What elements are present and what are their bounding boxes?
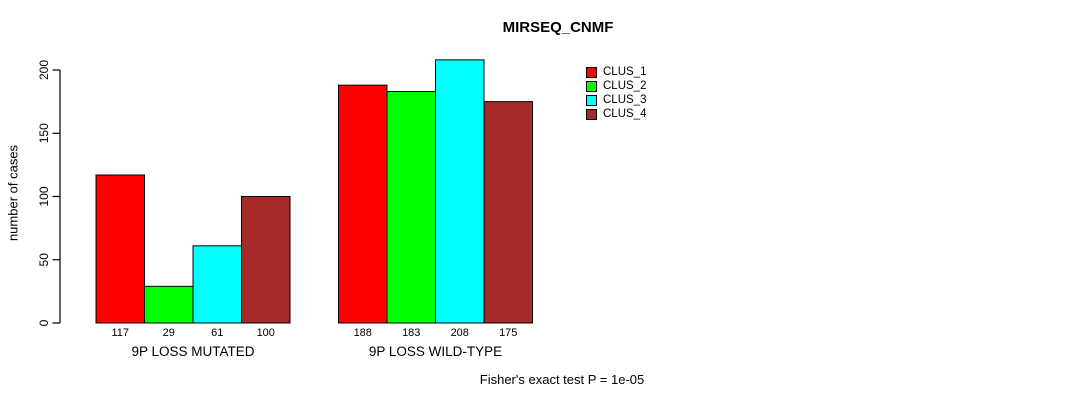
bar-CLUS_3-group1 — [192, 245, 242, 324]
bar-CLUS_1-group2 — [338, 84, 388, 324]
legend-item-CLUS_3: CLUS_3 — [586, 93, 646, 107]
chart-title: MIRSEQ_CNMF — [502, 19, 614, 36]
legend-swatch-CLUS_1 — [586, 66, 597, 78]
legend-swatch-CLUS_3 — [586, 94, 597, 106]
bar-CLUS_4-group1 — [241, 196, 291, 324]
bar-value-label: 100 — [257, 327, 275, 339]
bar-value-label: 208 — [451, 327, 469, 339]
bar-CLUS_2-group1 — [144, 285, 194, 324]
bar-value-label: 61 — [211, 327, 223, 339]
y-tick-label: 0 — [37, 319, 51, 326]
bar-CLUS_1-group1 — [95, 174, 145, 324]
y-tick-label: 200 — [37, 60, 51, 80]
y-tick-label: 50 — [37, 253, 51, 267]
bar-CLUS_4-group2 — [483, 101, 533, 324]
legend: CLUS_1 CLUS_2 CLUS_3 CLUS_4 — [586, 65, 646, 121]
group-label: 9P LOSS MUTATED — [131, 344, 254, 359]
bar-value-label: 183 — [402, 327, 420, 339]
y-tick-label: 150 — [37, 123, 51, 143]
bar-value-label: 29 — [163, 327, 175, 339]
legend-label: CLUS_3 — [603, 94, 647, 106]
legend-label: CLUS_1 — [603, 66, 647, 78]
legend-item-CLUS_4: CLUS_4 — [586, 107, 646, 121]
legend-item-CLUS_1: CLUS_1 — [586, 65, 646, 79]
legend-swatch-CLUS_2 — [586, 80, 597, 92]
group-label: 9P LOSS WILD-TYPE — [369, 344, 502, 359]
bar-CLUS_3-group2 — [435, 59, 485, 324]
legend-item-CLUS_2: CLUS_2 — [586, 79, 646, 93]
legend-swatch-CLUS_4 — [586, 108, 597, 120]
bar-value-label: 188 — [354, 327, 372, 339]
bar-value-label: 175 — [499, 327, 517, 339]
legend-label: CLUS_4 — [603, 108, 647, 120]
bar-CLUS_2-group2 — [386, 91, 436, 324]
legend-label: CLUS_2 — [603, 80, 647, 92]
y-tick-label: 100 — [37, 186, 51, 206]
bar-value-label: 117 — [111, 327, 129, 339]
fisher-test-note: Fisher's exact test P = 1e-05 — [479, 372, 645, 387]
